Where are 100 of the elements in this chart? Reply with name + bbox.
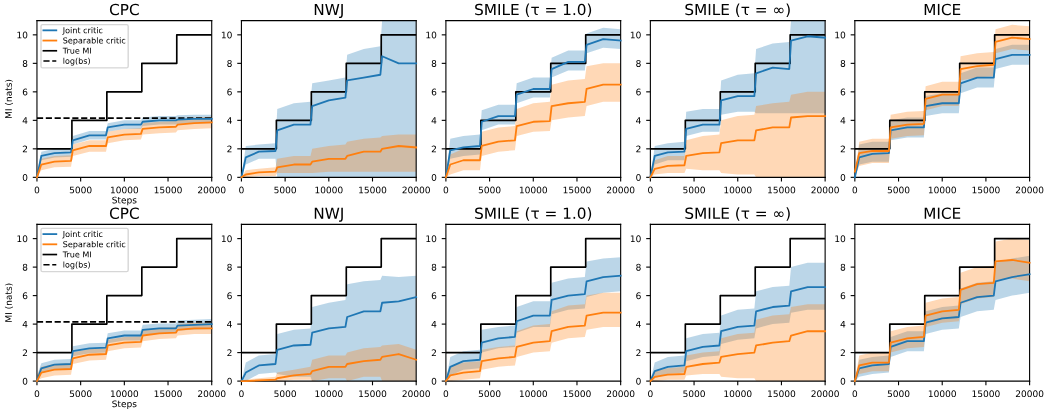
x-tick-label: 15000 bbox=[768, 186, 796, 194]
y-tick-label: 6 bbox=[22, 292, 28, 300]
x-tick-label: 15000 bbox=[359, 186, 387, 194]
x-tick-label: 20000 bbox=[402, 390, 430, 398]
y-tick-label: 6 bbox=[840, 292, 846, 300]
x-tick-label: 20000 bbox=[198, 186, 226, 194]
x-tick-label: 15000 bbox=[154, 390, 182, 398]
y-tick-label: 2 bbox=[840, 145, 845, 153]
x-tick-label: 15000 bbox=[563, 390, 591, 398]
y-tick-label: 10 bbox=[835, 235, 846, 243]
y-tick-label: 10 bbox=[17, 31, 28, 39]
y-tick-label: 8 bbox=[840, 263, 846, 271]
y-tick-label: 0 bbox=[227, 174, 232, 181]
x-tick-label: 0 bbox=[239, 390, 244, 398]
y-tick-label: 10 bbox=[426, 235, 437, 243]
legend-label: Separable critic bbox=[63, 241, 126, 249]
y-tick-label: 6 bbox=[636, 88, 641, 96]
x-tick-label: 0 bbox=[34, 186, 40, 194]
y-tick-label: 2 bbox=[431, 145, 436, 153]
y-tick-label: 0 bbox=[636, 174, 641, 181]
y-tick-label: 0 bbox=[431, 377, 437, 385]
x-tick-label: 10000 bbox=[724, 390, 752, 398]
x-tick-label: 15000 bbox=[563, 186, 591, 194]
x-tick-label: 10000 bbox=[110, 186, 139, 194]
y-tick-label: 6 bbox=[431, 88, 437, 96]
y-tick-label: 0 bbox=[636, 377, 641, 385]
x-tick-label: 20000 bbox=[811, 186, 839, 194]
x-tick-label: 15000 bbox=[154, 186, 182, 194]
chart-title: MICE bbox=[924, 207, 961, 220]
x-tick-label: 5000 bbox=[478, 390, 501, 398]
y-tick-label: 0 bbox=[22, 377, 28, 385]
y-tick-label: 8 bbox=[22, 263, 28, 271]
y-tick-label: 10 bbox=[835, 31, 846, 39]
x-tick-label: 0 bbox=[34, 390, 40, 398]
x-tick-label: 20000 bbox=[1015, 390, 1044, 398]
y-tick-label: 8 bbox=[431, 60, 437, 67]
y-tick-label: 10 bbox=[630, 31, 641, 39]
x-tick-label: 5000 bbox=[478, 186, 501, 194]
legend-label: True MI bbox=[62, 251, 91, 258]
chart-title: CPC bbox=[109, 3, 139, 16]
x-tick-label: 15000 bbox=[972, 390, 1000, 398]
x-tick-label: 0 bbox=[239, 186, 244, 194]
y-tick-label: 2 bbox=[636, 349, 641, 357]
chart-title: NWJ bbox=[314, 3, 343, 19]
y-axis-title: MI (nats) bbox=[4, 283, 13, 322]
y-tick-label: 0 bbox=[840, 377, 846, 385]
x-tick-label: 20000 bbox=[811, 390, 839, 398]
x-tick-label: 20000 bbox=[402, 186, 430, 194]
y-tick-label: 6 bbox=[22, 88, 28, 96]
chart-title: SMILE (τ = ∞) bbox=[685, 3, 790, 18]
x-tick-label: 5000 bbox=[69, 390, 92, 398]
y-tick-label: 6 bbox=[636, 292, 641, 300]
x-tick-label: 20000 bbox=[198, 390, 226, 398]
x-axis-title: Steps bbox=[112, 400, 137, 409]
y-tick-label: 8 bbox=[840, 60, 846, 67]
x-tick-label: 10000 bbox=[315, 390, 343, 398]
chart-title: SMILE (τ = 1.0) bbox=[475, 3, 592, 18]
x-tick-label: 15000 bbox=[972, 186, 1000, 194]
x-tick-label: 5000 bbox=[683, 390, 705, 398]
y-tick-label: 8 bbox=[227, 60, 232, 67]
x-tick-label: 5000 bbox=[683, 186, 705, 194]
x-tick-label: 10000 bbox=[110, 390, 139, 398]
y-tick-label: 2 bbox=[840, 349, 845, 357]
x-tick-label: 10000 bbox=[928, 390, 956, 398]
x-tick-label: 5000 bbox=[274, 186, 297, 194]
y-tick-label: 4 bbox=[22, 320, 28, 328]
y-tick-label: 4 bbox=[22, 117, 28, 124]
x-tick-label: 0 bbox=[852, 390, 858, 398]
y-tick-label: 10 bbox=[17, 235, 28, 243]
y-tick-label: 8 bbox=[227, 263, 232, 271]
y-tick-label: 6 bbox=[227, 88, 232, 96]
x-tick-label: 10000 bbox=[928, 186, 956, 194]
x-tick-label: 5000 bbox=[887, 390, 910, 398]
y-tick-label: 2 bbox=[636, 145, 641, 153]
y-tick-label: 4 bbox=[840, 117, 846, 124]
x-tick-label: 5000 bbox=[887, 186, 910, 194]
y-tick-label: 10 bbox=[221, 31, 232, 39]
x-tick-label: 0 bbox=[443, 390, 449, 398]
x-tick-label: 20000 bbox=[1015, 186, 1044, 194]
chart-title: MICE bbox=[924, 3, 961, 16]
y-tick-label: 4 bbox=[227, 320, 232, 328]
y-tick-label: 4 bbox=[636, 320, 641, 328]
y-tick-label: 10 bbox=[221, 235, 232, 243]
y-tick-label: 8 bbox=[22, 60, 28, 67]
y-tick-label: 2 bbox=[431, 349, 436, 357]
y-tick-label: 6 bbox=[227, 292, 232, 300]
x-tick-label: 15000 bbox=[768, 390, 796, 398]
y-tick-label: 0 bbox=[227, 377, 232, 385]
y-tick-label: 0 bbox=[840, 174, 846, 181]
y-tick-label: 4 bbox=[227, 117, 232, 124]
legend-label: Joint critic bbox=[62, 27, 103, 35]
x-tick-label: 20000 bbox=[606, 390, 635, 398]
y-tick-label: 8 bbox=[636, 60, 641, 67]
x-tick-label: 0 bbox=[443, 186, 449, 194]
y-tick-label: 6 bbox=[840, 88, 846, 96]
chart-title: SMILE (τ = ∞) bbox=[685, 207, 790, 221]
x-tick-label: 5000 bbox=[274, 390, 297, 398]
x-tick-label: 10000 bbox=[519, 186, 548, 194]
chart-title: SMILE (τ = 1.0) bbox=[475, 207, 592, 221]
chart-title: CPC bbox=[109, 207, 139, 220]
